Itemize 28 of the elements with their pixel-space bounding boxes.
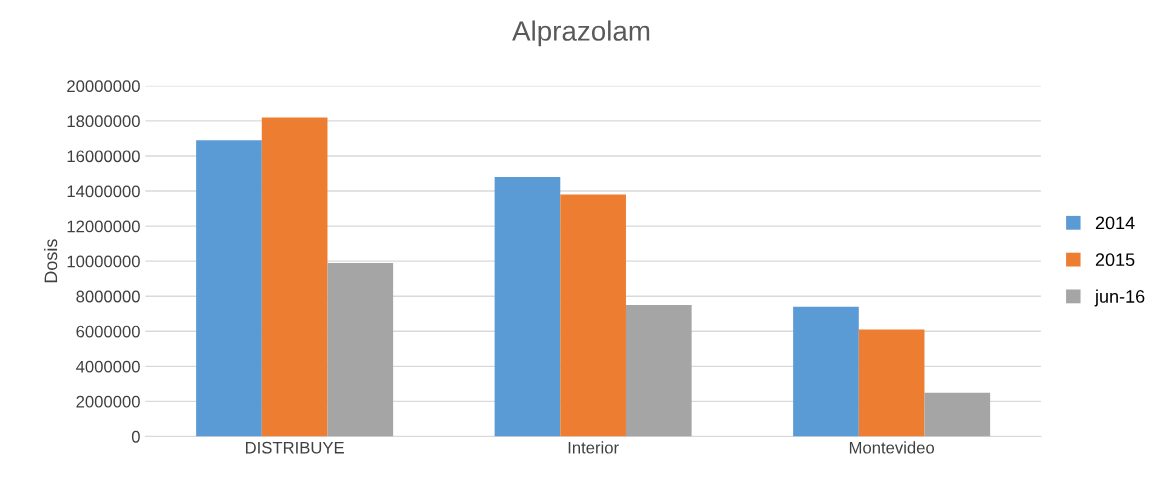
bar	[327, 262, 394, 437]
x-tick-label: DISTRIBUYE	[245, 441, 344, 454]
bar	[625, 304, 692, 437]
bar	[494, 177, 561, 437]
y-tick-label: 0	[131, 430, 140, 443]
y-tick-label: 16000000	[67, 150, 140, 163]
bar	[261, 117, 328, 437]
y-tick-label: 6000000	[76, 325, 140, 338]
bar	[924, 392, 991, 437]
bar	[793, 306, 859, 437]
y-axis-title: Dosis	[43, 239, 58, 283]
legend-label: 2014	[1095, 216, 1135, 230]
x-tick-label: Montevideo	[849, 441, 935, 454]
y-tick-label: 18000000	[67, 115, 140, 128]
y-tick-label: 20000000	[67, 80, 140, 93]
bar	[858, 329, 925, 437]
y-tick-label: 10000000	[67, 255, 140, 268]
y-tick-label: 8000000	[76, 290, 140, 303]
bar	[560, 194, 626, 437]
y-tick-label: 2000000	[76, 395, 140, 408]
legend-label: jun-16	[1094, 289, 1145, 307]
x-tick-label: Interior	[568, 441, 619, 454]
y-tick-label: 4000000	[76, 360, 140, 373]
bar	[196, 140, 262, 437]
y-tick-label: 14000000	[67, 185, 140, 198]
chart-title: Alprazolam	[512, 20, 650, 47]
legend-label: 2015	[1095, 253, 1135, 267]
y-tick-label: 12000000	[67, 220, 140, 233]
